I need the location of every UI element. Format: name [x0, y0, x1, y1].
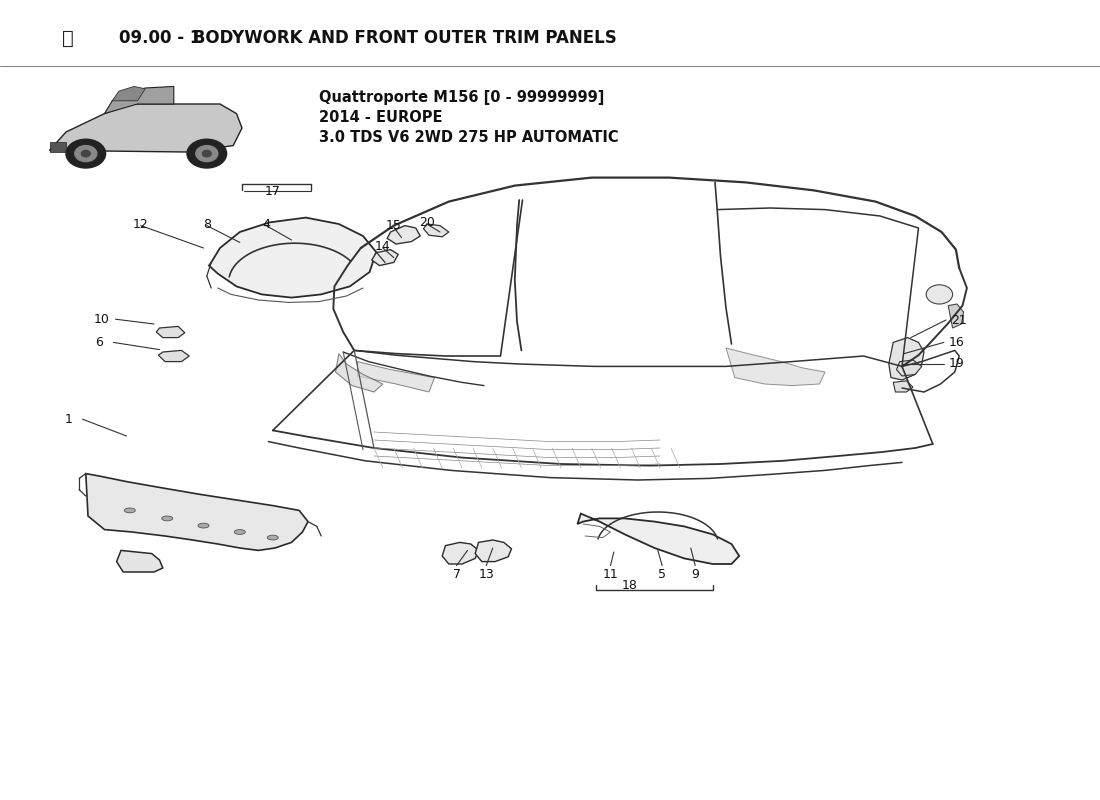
Circle shape [66, 139, 106, 168]
Polygon shape [86, 474, 308, 550]
Text: 🔱: 🔱 [63, 29, 74, 48]
Text: 11: 11 [603, 568, 618, 581]
Text: 13: 13 [478, 568, 494, 581]
Polygon shape [475, 540, 512, 562]
Ellipse shape [124, 508, 135, 513]
Polygon shape [896, 360, 922, 376]
Text: 7: 7 [452, 568, 461, 581]
Text: 17: 17 [265, 185, 280, 198]
Polygon shape [578, 514, 739, 564]
Text: 19: 19 [949, 358, 965, 370]
Text: 1: 1 [64, 413, 73, 426]
Text: 4: 4 [262, 218, 271, 230]
Text: Quattroporte M156 [0 - 99999999]: Quattroporte M156 [0 - 99999999] [319, 90, 604, 105]
Polygon shape [117, 550, 163, 572]
Circle shape [187, 139, 227, 168]
Text: 5: 5 [658, 568, 667, 581]
Polygon shape [112, 86, 145, 101]
Polygon shape [372, 250, 398, 266]
Circle shape [202, 150, 211, 157]
Polygon shape [156, 326, 185, 338]
Text: 14: 14 [375, 240, 390, 253]
Text: 10: 10 [94, 313, 109, 326]
Polygon shape [50, 104, 242, 152]
Ellipse shape [267, 535, 278, 540]
Text: 6: 6 [95, 336, 103, 349]
Polygon shape [889, 338, 924, 380]
Circle shape [926, 285, 953, 304]
Ellipse shape [162, 516, 173, 521]
Text: BODYWORK AND FRONT OUTER TRIM PANELS: BODYWORK AND FRONT OUTER TRIM PANELS [187, 30, 617, 47]
Text: 12: 12 [133, 218, 148, 230]
Polygon shape [726, 348, 825, 386]
Polygon shape [948, 304, 964, 328]
Text: 9: 9 [691, 568, 700, 581]
Polygon shape [50, 142, 66, 152]
Text: 20: 20 [419, 216, 435, 229]
Text: 21: 21 [952, 314, 967, 326]
Polygon shape [424, 224, 449, 237]
Polygon shape [158, 350, 189, 362]
Text: 3.0 TDS V6 2WD 275 HP AUTOMATIC: 3.0 TDS V6 2WD 275 HP AUTOMATIC [319, 130, 618, 145]
Polygon shape [336, 354, 383, 392]
Ellipse shape [234, 530, 245, 534]
Polygon shape [893, 381, 913, 392]
Text: 15: 15 [386, 219, 402, 232]
Text: 09.00 - 1: 09.00 - 1 [119, 30, 201, 47]
Polygon shape [104, 86, 174, 114]
Circle shape [75, 146, 97, 162]
Ellipse shape [198, 523, 209, 528]
Polygon shape [358, 362, 434, 392]
Text: 18: 18 [621, 579, 637, 592]
Text: 8: 8 [202, 218, 211, 230]
Polygon shape [387, 226, 420, 244]
Circle shape [81, 150, 90, 157]
Text: 16: 16 [949, 336, 965, 349]
Polygon shape [442, 542, 478, 564]
Text: 2014 - EUROPE: 2014 - EUROPE [319, 110, 442, 125]
Polygon shape [209, 218, 376, 298]
Circle shape [196, 146, 218, 162]
